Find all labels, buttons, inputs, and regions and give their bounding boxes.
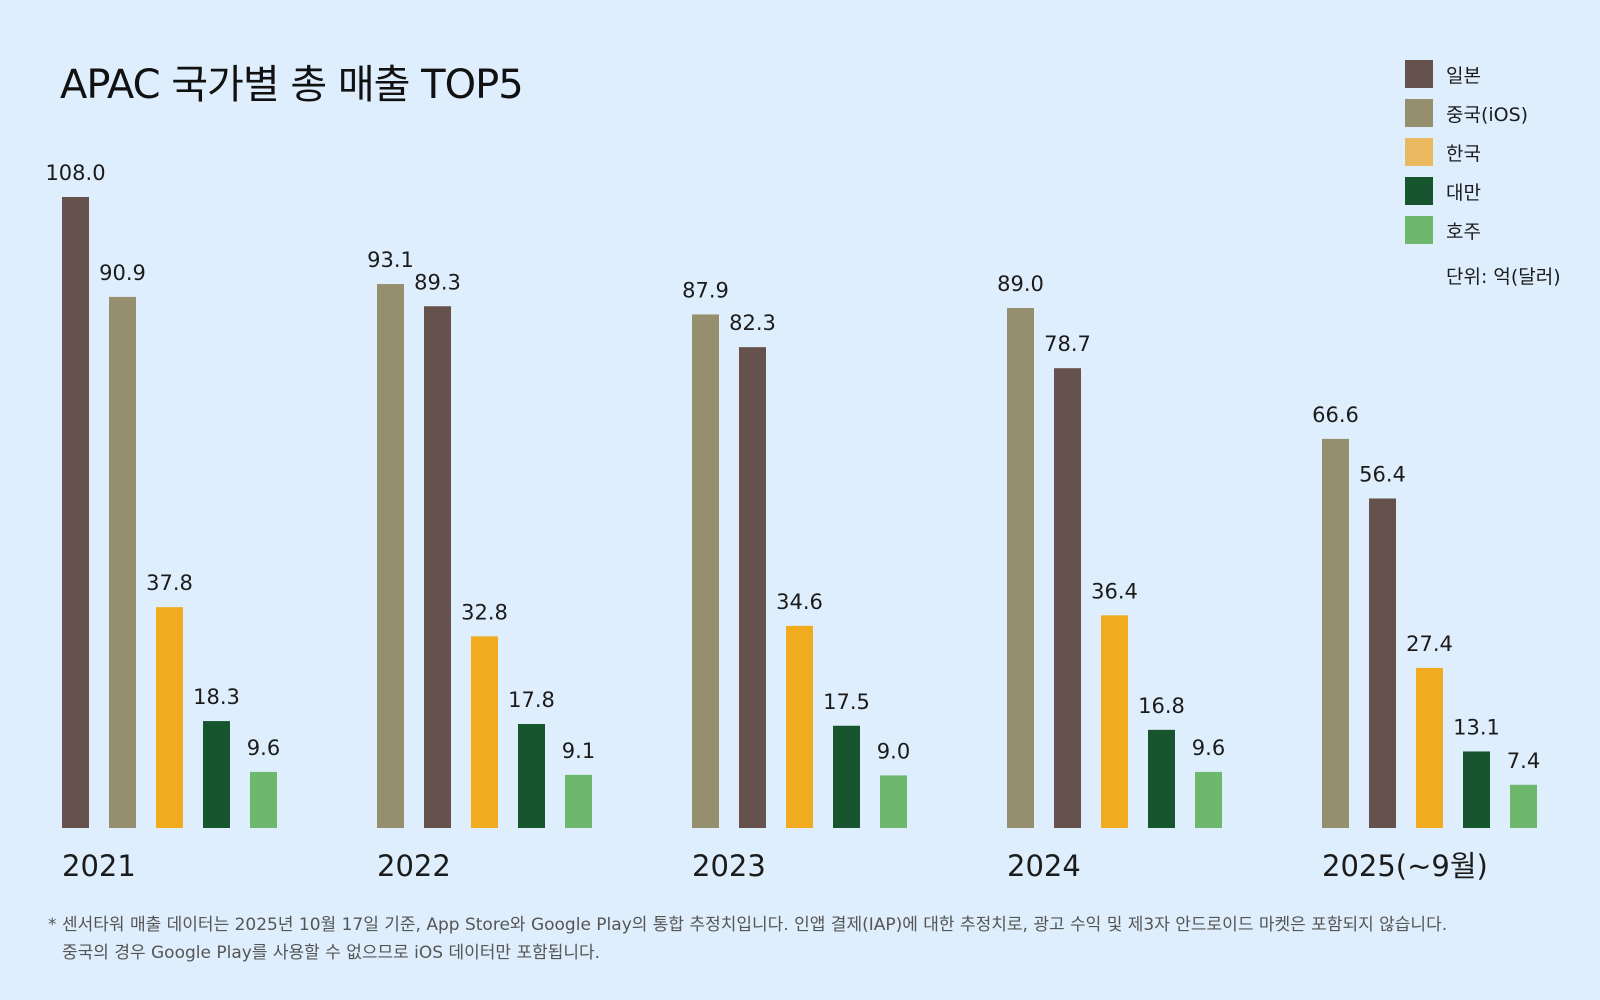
data-label-2023-taiwan: 17.5 [823,690,870,714]
group-label-2022: 2022 [377,849,451,883]
bar-2022-japan [424,306,451,828]
bar-2024-australia [1195,771,1222,828]
bar-2025-korea [1416,667,1443,828]
bar-2024-korea [1101,615,1128,828]
bar-2022-australia [565,774,592,828]
bar-2021-japan [62,197,89,828]
bar-chart: 108.0 90.9 37.8 18.3 9.6 2021 93.189.3 32.8 17.8… [45,161,1540,883]
bar-2025-japan [1369,498,1396,828]
bar-2025-china [1322,438,1349,828]
bar-2022-china [377,284,404,828]
footnote-line-1: 센서타워 매출 데이터는 2025년 10월 17일 기준, App Store… [62,915,1448,935]
bar-2022-korea [471,636,498,828]
bar-2024-china [1007,308,1034,828]
data-label-2023-korea: 34.6 [776,590,823,614]
legend-label-korea: 한국 [1446,142,1481,165]
legend-item-japan: 일본 [1405,60,1595,88]
bar-2023-japan [739,347,766,828]
bar-2023-korea [786,625,813,828]
bar-2021-korea [156,607,183,828]
bar-2024-japan [1054,368,1081,828]
data-label-2022-korea: 32.8 [461,600,508,624]
data-label-2023-china: 87.9 [682,278,729,302]
data-label-2021-taiwan: 18.3 [193,685,240,709]
footnote: * 센서타워 매출 데이터는 2025년 10월 17일 기준, App Sto… [48,911,1578,967]
group-label-2025: 2025(~9월) [1322,849,1488,883]
chart-title: APAC 국가별 총 매출 TOP5 [60,62,524,108]
legend: 일본 중국(iOS) 한국 대만 호주 [1405,60,1595,255]
group-label-2024: 2024 [1007,849,1081,883]
legend-swatch-japan [1405,60,1433,88]
group-label-2021: 2021 [62,849,136,883]
legend-swatch-korea [1405,138,1433,166]
data-label-2022-australia: 9.1 [562,739,595,763]
footnote-asterisk: * [48,915,57,935]
legend-label-taiwan: 대만 [1446,181,1481,204]
data-label-2021-korea: 37.8 [146,571,193,595]
bar-2023-china [692,314,719,828]
legend-swatch-australia [1405,216,1433,244]
group-label-2023: 2023 [692,849,766,883]
unit-label: 단위: 억(달러) [1446,266,1561,288]
data-label-2025-japan: 56.4 [1359,462,1406,486]
data-label-2022-china: 93.1 [367,248,414,272]
legend-label-japan: 일본 [1446,64,1481,87]
data-label-2022-taiwan: 17.8 [508,688,555,712]
legend-item-korea: 한국 [1405,138,1595,166]
data-label-2024-korea: 36.4 [1091,579,1138,603]
data-label-2025-australia: 7.4 [1507,749,1540,773]
bar-2024-taiwan [1148,729,1175,828]
bar-2022-taiwan [518,724,545,828]
data-label-2022-japan: 89.3 [414,270,461,294]
data-label-2024-japan: 78.7 [1044,332,1091,356]
bar-2025-taiwan [1463,751,1490,828]
data-label-2021-china: 90.9 [99,261,146,285]
data-label-2023-australia: 9.0 [877,739,910,763]
data-label-2024-china: 89.0 [997,272,1044,296]
legend-label-china: 중국(iOS) [1446,103,1529,126]
legend-item-china: 중국(iOS) [1405,99,1595,127]
data-label-2024-taiwan: 16.8 [1138,694,1185,718]
data-label-2025-korea: 27.4 [1406,632,1453,656]
footnote-line-2: 중국의 경우 Google Play를 사용할 수 없으므로 iOS 데이터만 … [62,943,601,963]
legend-swatch-taiwan [1405,177,1433,205]
bar-2023-australia [880,775,907,828]
legend-swatch-china [1405,99,1433,127]
legend-label-australia: 호주 [1446,220,1481,243]
bar-2021-taiwan [203,721,230,828]
bar-2025-australia [1510,784,1537,828]
bar-2023-taiwan [833,725,860,828]
data-label-2023-japan: 82.3 [729,311,776,335]
bar-2021-china [109,296,136,828]
data-label-2021-japan: 108.0 [45,161,105,185]
data-label-2025-china: 66.6 [1312,403,1359,427]
bar-2021-australia [250,771,277,828]
data-label-2024-australia: 9.6 [1192,736,1225,760]
legend-item-taiwan: 대만 [1405,177,1595,205]
data-label-2025-taiwan: 13.1 [1453,715,1500,739]
data-label-2021-australia: 9.6 [247,736,280,760]
legend-item-australia: 호주 [1405,216,1595,244]
